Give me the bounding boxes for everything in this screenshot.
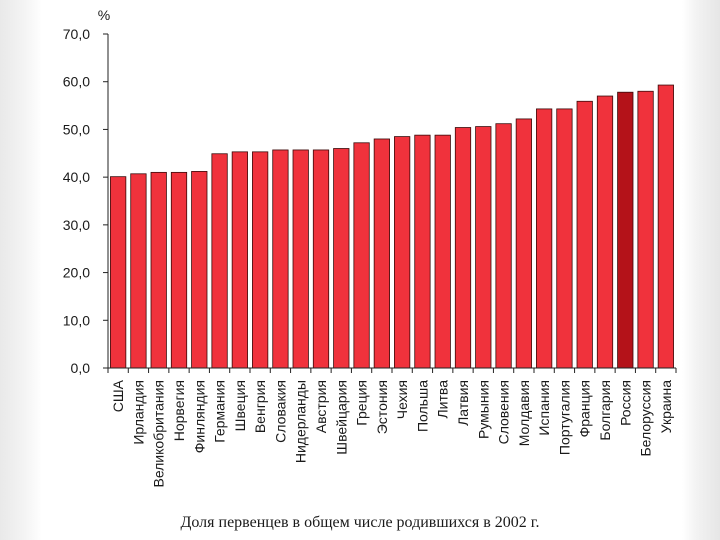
bar-13 [353,142,370,369]
bar-6 [211,153,228,369]
x-tick-label: Франция [577,380,593,437]
x-tick-label: Словакия [272,380,288,443]
x-tick-label: США [110,379,126,412]
x-tick-label: Молдавия [516,380,532,446]
bar-25 [596,95,614,369]
y-tick-label: 10,0 [63,312,90,328]
chart-caption: Доля первенцев в общем числе родившихся … [180,514,540,531]
bar-4 [170,171,188,369]
y-axis-unit-label: % [98,7,110,23]
bar-11 [312,149,330,369]
bar-26 [617,91,634,369]
x-tick-label: Австрия [313,380,329,433]
bar-21 [515,118,532,369]
x-tick-label: Испания [536,380,552,436]
x-tick-label: Украина [658,380,674,434]
y-tick-label: 20,0 [63,265,90,281]
x-tick-label: Литва [435,380,451,419]
x-tick-label: Германия [212,380,228,443]
bar-12 [333,148,350,369]
x-tick-label: Португалия [556,380,572,455]
y-axis: 0,0 10,0 20,0 30,0 40,0 50,0 60,0 70,0 [63,26,109,376]
bar-1 [110,176,127,369]
x-tick-label: Греция [354,380,370,426]
x-tick-label: Польша [414,380,430,432]
x-tick-label: Болгария [597,380,613,441]
y-tick-label: 40,0 [63,169,90,185]
bar-8 [252,151,269,369]
y-tick-label: 30,0 [63,217,90,233]
x-tick-label: Россия [617,380,633,426]
y-tick-label: 70,0 [63,26,90,42]
bar-27 [637,90,654,369]
bar-9 [272,149,289,369]
y-tick-label: 60,0 [63,74,90,90]
x-tick-label: Эстония [374,380,390,434]
bar-24 [576,100,593,369]
x-tick-label: Венгрия [252,380,268,433]
bar-28 [657,84,674,369]
slide-right-border [682,0,720,540]
bar-15 [394,136,411,369]
bars [110,84,674,369]
x-tick-label: Словения [496,380,512,444]
x-tick-label: Белоруссия [638,380,654,457]
x-tick-label: Чехия [394,380,410,419]
x-tick-label: Латвия [455,380,471,426]
x-tick-label: Швейцария [333,380,349,455]
bar-14 [373,138,390,369]
y-tick-label: 0,0 [71,360,91,376]
x-tick-label: Румыния [475,380,491,439]
slide-left-border [0,0,42,540]
bar-2 [130,173,147,369]
y-tick-label: 50,0 [63,121,90,137]
bar-23 [556,108,573,369]
bar-22 [536,108,553,369]
x-tick-label: Норвегия [171,380,187,441]
bar-20 [495,123,512,369]
x-tick-label: Швеция [232,380,248,431]
bar-19 [475,126,492,369]
x-tick-label: Нидерланды [293,380,309,463]
x-tick-labels: США Ирландия Великобритания Норвегия Финлянд… [107,367,677,488]
bar-18 [454,127,472,369]
bar-17 [434,134,451,369]
x-tick-label: Великобритания [151,380,167,488]
x-tick-label: Финляндия [191,380,207,453]
bar-7 [231,151,248,369]
bar-10 [292,149,309,369]
bar-5 [191,171,208,369]
x-tick-label: Ирландия [130,380,146,445]
bar-16 [414,134,431,369]
bar-3 [150,171,167,369]
